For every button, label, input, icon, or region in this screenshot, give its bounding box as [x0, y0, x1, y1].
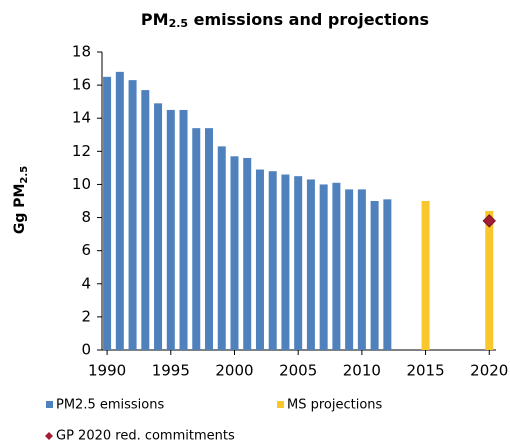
title-part: emissions and projections: [188, 10, 429, 29]
y-axis-label: Gg PM2.5: [12, 166, 30, 234]
bar: [192, 128, 201, 350]
title-part: PM: [141, 10, 169, 29]
bar: [243, 157, 252, 350]
chart-title: PM2.5 emissions and projections: [141, 10, 429, 31]
x-tick-label: 2000: [215, 362, 253, 380]
x-tick-label: 2005: [279, 362, 317, 380]
legend-label: GP 2020 red. commitments: [56, 429, 235, 444]
legend-swatch: [277, 401, 284, 408]
bar: [128, 80, 137, 351]
y-tick-label: 4: [81, 274, 91, 292]
bar: [294, 176, 303, 350]
x-tick-label: 1990: [88, 362, 126, 380]
bar: [205, 128, 214, 350]
bar: [357, 189, 366, 350]
y-tick-label: 10: [72, 175, 91, 193]
y-tick-label: 18: [72, 43, 91, 61]
label-sub: 2.5: [19, 166, 30, 184]
bar: [230, 156, 239, 350]
legend-swatch: [45, 432, 53, 440]
bar: [345, 189, 354, 350]
bar: [141, 90, 150, 351]
x-tick-label: 2010: [343, 362, 381, 380]
bar: [255, 169, 264, 350]
legend-label: PM2.5 emissions: [56, 398, 164, 413]
y-tick-label: 6: [81, 241, 91, 259]
y-tick-label: 0: [81, 341, 91, 359]
label-part: Gg PM: [12, 184, 28, 235]
bar: [370, 201, 379, 350]
bar: [166, 109, 175, 350]
bar: [421, 201, 430, 350]
bar: [103, 76, 112, 350]
y-tick-label: 14: [72, 109, 91, 127]
bar: [485, 210, 494, 350]
y-tick-label: 12: [72, 142, 91, 160]
x-tick-label: 1995: [152, 362, 190, 380]
x-tick-label: 2020: [470, 362, 508, 380]
bar: [115, 71, 124, 350]
bar: [332, 182, 341, 350]
bar: [268, 171, 277, 350]
x-tick-label: 2015: [406, 362, 444, 380]
bar: [179, 109, 188, 350]
marker: [482, 214, 496, 228]
bar: [319, 184, 328, 350]
bar: [281, 174, 290, 350]
title-sub: 2.5: [169, 17, 189, 30]
bar: [154, 103, 163, 350]
y-tick-label: 2: [81, 307, 91, 325]
bar: [217, 146, 226, 350]
legend-swatch: [46, 401, 53, 408]
y-tick-label: 8: [81, 208, 91, 226]
bar: [383, 199, 392, 350]
y-tick-label: 16: [72, 76, 91, 94]
legend-label: MS projections: [287, 398, 383, 413]
bar: [306, 179, 315, 350]
